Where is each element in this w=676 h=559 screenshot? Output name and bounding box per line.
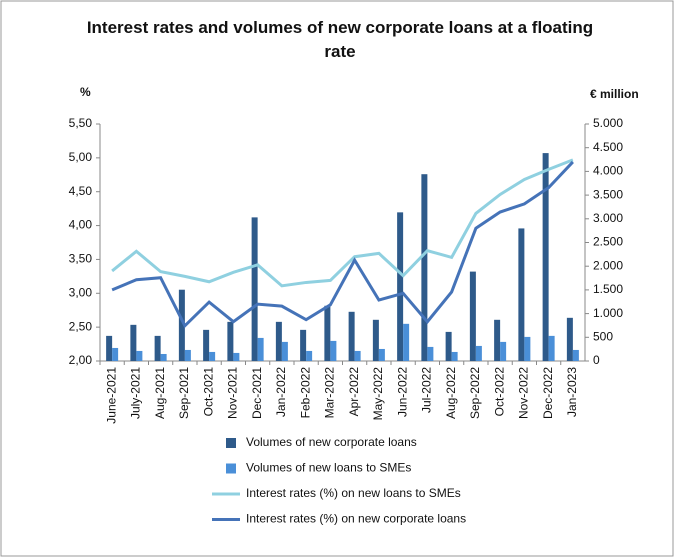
x-tick-label: May-2022: [371, 367, 385, 421]
y2-tick-label: 0: [593, 353, 600, 367]
bar: [275, 321, 282, 361]
y2-tick-label: 1.000: [593, 306, 623, 320]
x-tick-label: Oct-2022: [492, 367, 506, 417]
x-tick-label: Jul-2022: [420, 367, 434, 413]
bar: [130, 324, 137, 361]
y2-tick-label: 4.500: [593, 140, 623, 154]
y-tick-label: 5,50: [69, 116, 93, 130]
bar: [372, 319, 379, 361]
x-tick-label: Nov-2022: [517, 367, 531, 419]
y2-tick-label: 2.500: [593, 235, 623, 249]
y2-tick-label: 2.000: [593, 258, 623, 272]
bar: [257, 337, 264, 361]
x-tick-label: June-2021: [104, 367, 118, 424]
x-tick-label: Aug-2021: [153, 367, 167, 419]
x-tick-label: Oct-2021: [201, 367, 215, 417]
x-tick-label: Dec-2021: [250, 367, 264, 419]
x-tick-label: Nov-2021: [226, 367, 240, 419]
y-tick-label: 3,00: [69, 285, 93, 299]
bar: [233, 352, 240, 361]
chart-title: Interest rates and volumes of new corpor…: [86, 18, 594, 61]
bar: [403, 323, 410, 361]
bar: [178, 289, 185, 361]
bar: [300, 329, 307, 361]
bar: [469, 271, 476, 361]
y2-tick-label: 500: [593, 329, 613, 343]
bar: [421, 174, 428, 361]
y-tick-label: 4,50: [69, 184, 93, 198]
bar: [494, 319, 501, 361]
bar: [160, 353, 167, 361]
bar: [330, 340, 337, 361]
bar: [445, 331, 452, 361]
x-tick-label: Apr-2022: [347, 367, 361, 417]
y-tick-label: 5,00: [69, 150, 93, 164]
legend-swatch: [226, 438, 236, 448]
y2-tick-label: 3.500: [593, 187, 623, 201]
x-tick-label: July-2021: [129, 367, 143, 419]
bar: [475, 345, 482, 361]
y-tick-label: 2,00: [69, 353, 93, 367]
bar: [524, 336, 531, 361]
legend-label: Interest rates (%) on new corporate loan…: [246, 512, 466, 526]
x-tick-label: Sep-2022: [468, 367, 482, 419]
x-tick-label: Dec-2022: [541, 367, 555, 419]
bar: [209, 351, 216, 361]
bar: [184, 349, 191, 361]
x-tick-label: Jun-2022: [395, 367, 409, 417]
x-tick-label: Sep-2021: [177, 367, 191, 419]
line: [111, 158, 574, 288]
bar: [348, 311, 355, 361]
bar: [203, 329, 210, 361]
legend-label: Interest rates (%) on new loans to SMEs: [246, 486, 461, 500]
x-tick-label: Feb-2022: [298, 367, 312, 419]
bar: [154, 335, 161, 361]
x-tick-label: Aug-2022: [444, 367, 458, 419]
bar: [518, 228, 525, 361]
x-tick-label: Jan-2023: [565, 367, 579, 417]
legend-swatch: [226, 463, 236, 474]
y-axis-label: %: [80, 85, 91, 99]
bar: [378, 348, 385, 361]
y2-tick-label: 3.000: [593, 211, 623, 225]
bar: [281, 341, 288, 361]
bar: [548, 335, 555, 361]
bar: [451, 351, 458, 361]
bar: [112, 347, 119, 361]
bar: [397, 212, 404, 361]
bar: [251, 217, 258, 361]
x-tick-label: Mar-2022: [323, 367, 337, 419]
x-tick-label: Jan-2022: [274, 367, 288, 417]
y-tick-label: 3,50: [69, 252, 93, 266]
y2-tick-label: 5.000: [593, 116, 623, 130]
bar: [136, 350, 143, 361]
bar: [566, 317, 573, 361]
bar: [227, 321, 234, 361]
bar: [572, 349, 579, 361]
legend-label: Volumes of new corporate loans: [246, 435, 417, 449]
bar: [427, 346, 434, 361]
bar: [324, 305, 331, 361]
bar: [542, 153, 549, 361]
line: [111, 160, 574, 329]
bar: [306, 350, 313, 361]
y-tick-label: 2,50: [69, 319, 93, 333]
y2-tick-label: 4.000: [593, 164, 623, 178]
bar: [106, 335, 113, 361]
bar: [354, 350, 361, 361]
legend-label: Volumes of new loans to SMEs: [246, 461, 411, 475]
bar: [500, 341, 507, 361]
y2-tick-label: 1.500: [593, 282, 623, 296]
y2-axis-label: € million: [590, 87, 639, 101]
y-tick-label: 4,00: [69, 218, 93, 232]
